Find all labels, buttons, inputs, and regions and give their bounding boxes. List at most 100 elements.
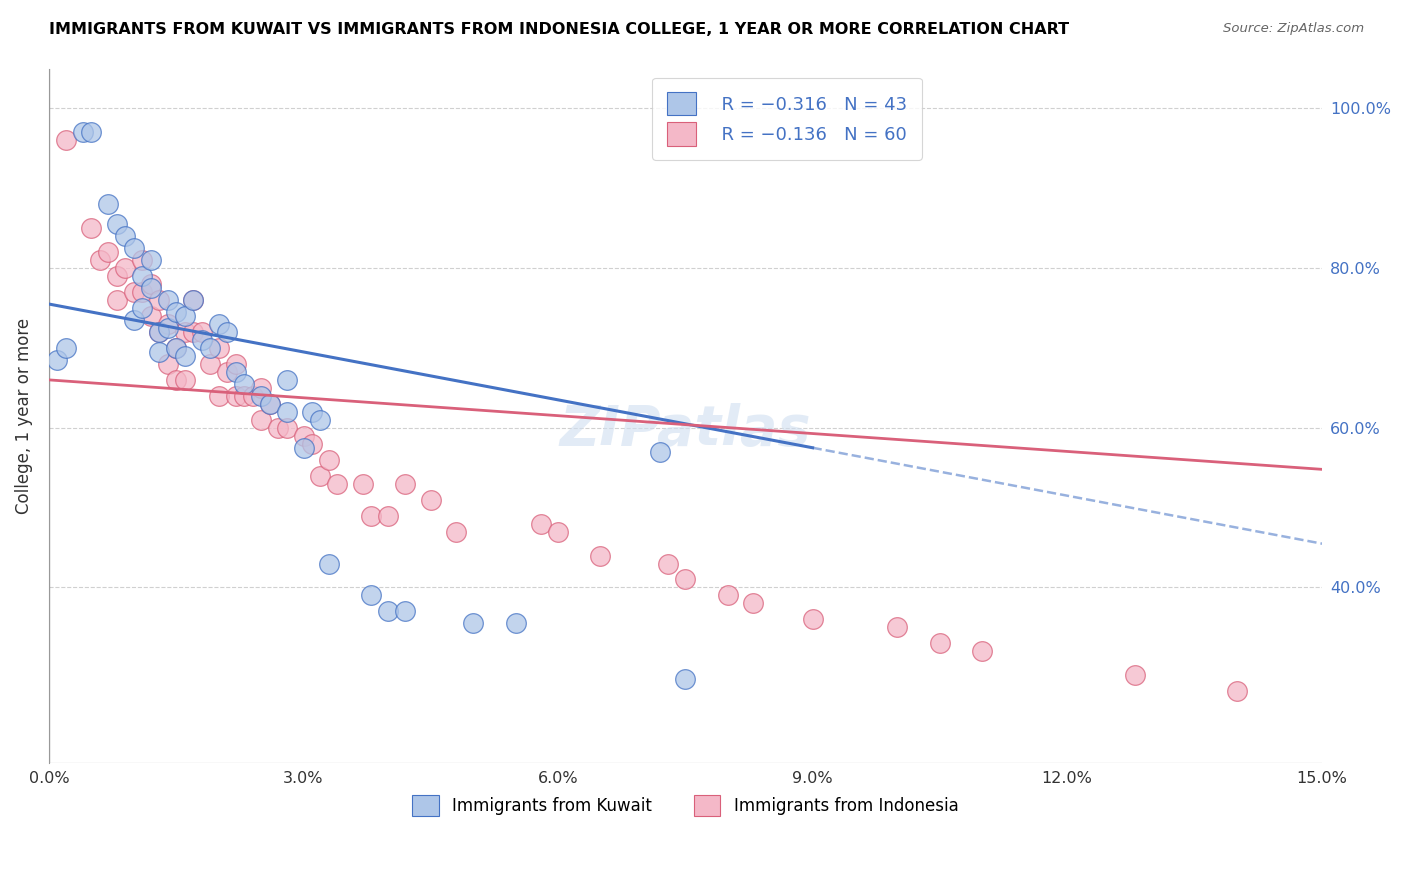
Point: [148, 325, 170, 339]
Point: [165, 341, 187, 355]
Point: [156, 357, 179, 371]
Point: [97, 245, 120, 260]
Point: [1123, 668, 1146, 682]
Point: [673, 573, 696, 587]
Point: [250, 413, 273, 427]
Point: [394, 476, 416, 491]
Point: [928, 636, 950, 650]
Point: [318, 557, 340, 571]
Point: [139, 281, 162, 295]
Point: [156, 317, 179, 331]
Point: [648, 444, 671, 458]
Point: [530, 516, 553, 531]
Point: [122, 285, 145, 299]
Point: [309, 468, 332, 483]
Text: ZIPatlas: ZIPatlas: [560, 402, 811, 457]
Point: [742, 597, 765, 611]
Point: [208, 341, 231, 355]
Point: [326, 476, 349, 491]
Point: [225, 389, 247, 403]
Point: [181, 293, 204, 307]
Point: [250, 389, 273, 403]
Point: [131, 253, 153, 268]
Text: IMMIGRANTS FROM KUWAIT VS IMMIGRANTS FROM INDONESIA COLLEGE, 1 YEAR OR MORE CORR: IMMIGRANTS FROM KUWAIT VS IMMIGRANTS FRO…: [49, 22, 1070, 37]
Point: [801, 612, 824, 626]
Point: [259, 397, 281, 411]
Point: [250, 381, 273, 395]
Point: [80, 125, 103, 139]
Text: Source: ZipAtlas.com: Source: ZipAtlas.com: [1223, 22, 1364, 36]
Point: [301, 436, 323, 450]
Point: [156, 321, 179, 335]
Point: [318, 452, 340, 467]
Point: [242, 389, 264, 403]
Point: [444, 524, 467, 539]
Point: [190, 325, 212, 339]
Point: [105, 217, 128, 231]
Point: [139, 309, 162, 323]
Point: [225, 357, 247, 371]
Point: [198, 357, 221, 371]
Point: [131, 301, 153, 315]
Point: [233, 376, 256, 391]
Point: [301, 405, 323, 419]
Point: [156, 293, 179, 307]
Point: [97, 197, 120, 211]
Point: [360, 508, 382, 523]
Point: [165, 373, 187, 387]
Point: [217, 325, 239, 339]
Point: [114, 229, 136, 244]
Point: [505, 616, 527, 631]
Point: [122, 313, 145, 327]
Point: [131, 269, 153, 284]
Point: [72, 125, 94, 139]
Point: [190, 333, 212, 347]
Point: [165, 341, 187, 355]
Point: [122, 241, 145, 255]
Point: [46, 353, 69, 368]
Point: [360, 589, 382, 603]
Point: [267, 421, 290, 435]
Point: [377, 604, 399, 618]
Point: [292, 429, 315, 443]
Point: [139, 253, 162, 268]
Point: [886, 620, 908, 634]
Point: [55, 341, 77, 355]
Point: [148, 293, 170, 307]
Point: [589, 549, 612, 563]
Point: [173, 309, 195, 323]
Point: [309, 413, 332, 427]
Point: [105, 293, 128, 307]
Point: [276, 373, 298, 387]
Point: [208, 317, 231, 331]
Legend: Immigrants from Kuwait, Immigrants from Indonesia: Immigrants from Kuwait, Immigrants from …: [404, 786, 967, 824]
Point: [148, 325, 170, 339]
Point: [233, 389, 256, 403]
Point: [259, 397, 281, 411]
Point: [276, 405, 298, 419]
Point: [55, 133, 77, 147]
Point: [173, 325, 195, 339]
Point: [657, 557, 679, 571]
Point: [292, 441, 315, 455]
Point: [181, 325, 204, 339]
Point: [208, 389, 231, 403]
Point: [717, 589, 740, 603]
Point: [972, 644, 994, 658]
Point: [1226, 684, 1249, 698]
Point: [173, 373, 195, 387]
Point: [198, 341, 221, 355]
Y-axis label: College, 1 year or more: College, 1 year or more: [15, 318, 32, 514]
Point: [105, 269, 128, 284]
Point: [80, 221, 103, 235]
Point: [173, 349, 195, 363]
Point: [463, 616, 485, 631]
Point: [89, 253, 111, 268]
Point: [419, 492, 441, 507]
Point: [217, 365, 239, 379]
Point: [165, 305, 187, 319]
Point: [225, 365, 247, 379]
Point: [673, 673, 696, 687]
Point: [148, 345, 170, 359]
Point: [352, 476, 374, 491]
